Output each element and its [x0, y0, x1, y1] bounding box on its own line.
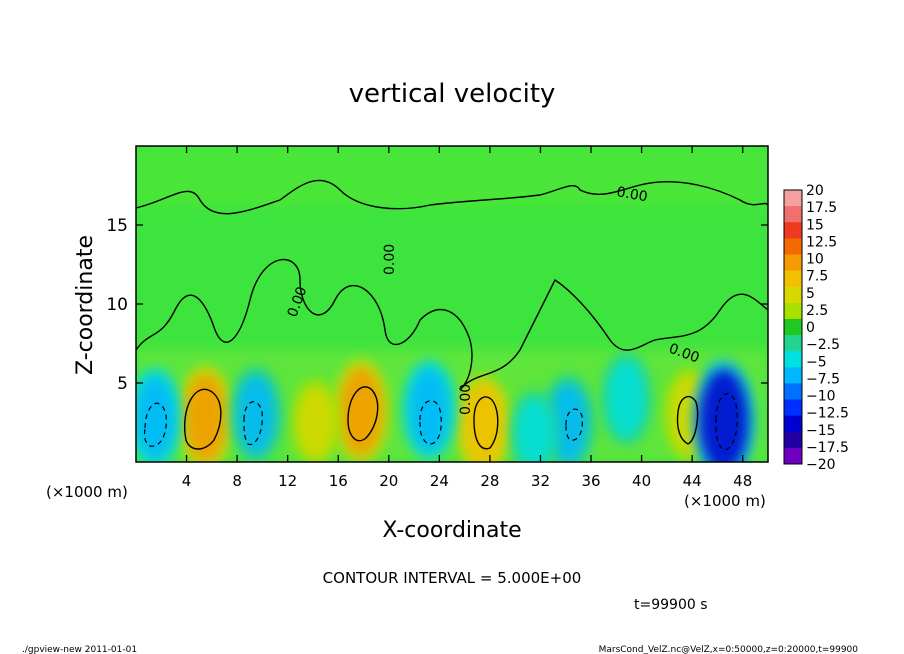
- x-tick-label: 40: [632, 472, 651, 490]
- colorbar-segment: [784, 383, 802, 401]
- x-tick-label: 20: [379, 472, 398, 490]
- x-tick-label: 44: [683, 472, 702, 490]
- colorbar-label: 20: [806, 183, 824, 199]
- contour-label: 0.00: [458, 384, 474, 415]
- velocity-cells: [136, 352, 756, 462]
- colorbar-segment: [784, 335, 802, 352]
- x-tick-label: 4: [182, 472, 192, 490]
- plot-area: 0.00 0.00 0.00 0.00 0.00: [136, 146, 768, 462]
- updraft-cell-core: [339, 367, 383, 455]
- downdraft-cell-core: [515, 397, 553, 462]
- colorbar-segment: [784, 286, 802, 304]
- colorbar-segment: [784, 367, 802, 384]
- updraft-cell-core: [297, 386, 334, 459]
- colorbar-label: −2.5: [806, 337, 840, 353]
- y-tick-label: 5: [117, 374, 128, 394]
- colorbar-label: −12.5: [806, 406, 849, 422]
- colorbar-segment: [784, 302, 802, 320]
- x-tick-label: 8: [232, 472, 242, 490]
- colorbar-segment: [784, 318, 802, 336]
- colorbar: [783, 189, 803, 465]
- colorbar-segment: [784, 431, 802, 449]
- x-axis: 4 8 12 16 20 24 28 32 36 40 44 48: [182, 146, 752, 490]
- colorbar-label: 12.5: [806, 234, 837, 250]
- contour-updraft-4: [676, 395, 699, 445]
- contour-updraft-2: [347, 386, 379, 442]
- contour-downdraft-5: [715, 393, 738, 451]
- x-tick-label: 48: [733, 472, 752, 490]
- x-tick-label: 28: [480, 472, 499, 490]
- downdraft-cell-core: [548, 382, 589, 462]
- footer-left: ./gpview-new 2011-01-01: [22, 645, 137, 654]
- contour-dashed: [143, 393, 738, 451]
- downdraft-cell-core: [408, 367, 451, 452]
- contour-updraft-3: [473, 396, 499, 450]
- colorbar-segment: [784, 415, 802, 433]
- time-text: t=99900 s: [634, 597, 708, 613]
- colorbar-label: −15: [806, 423, 836, 439]
- y-axis: 5 10 15: [106, 216, 768, 394]
- contour-label: 0.00: [382, 244, 398, 275]
- y-axis-label: Z-coordinate: [73, 235, 98, 375]
- colorbar-label: −10: [806, 389, 836, 405]
- x-tick-label: 32: [531, 472, 550, 490]
- colorbar-segment: [784, 351, 802, 368]
- contour-interval-text: CONTOUR INTERVAL = 5.000E+00: [323, 569, 582, 587]
- colorbar-label: −17.5: [806, 440, 849, 456]
- downdraft-cell-core: [136, 375, 176, 460]
- colorbar-label: −5: [806, 354, 827, 370]
- contour-downdraft-4: [565, 408, 583, 441]
- x-tick-label: 24: [430, 472, 449, 490]
- x-tick-label: 12: [278, 472, 297, 490]
- colorbar-label: 2.5: [806, 303, 828, 319]
- colorbar-label: 0: [806, 320, 815, 336]
- downdraft-cell-core: [606, 359, 647, 438]
- contour-lines: [136, 179, 768, 450]
- contour-zero-middle: [136, 258, 768, 391]
- colorbar-label: −20: [806, 457, 836, 473]
- colorbar-label: −7.5: [806, 371, 840, 387]
- contour-label: 0.00: [615, 184, 648, 205]
- colorbar-segment: [784, 222, 802, 239]
- colorbar-segment: [784, 190, 802, 207]
- contour-zero-upper: [136, 179, 768, 215]
- x-unit-right: (×1000 m): [684, 492, 766, 510]
- contour-downdraft-2: [243, 401, 263, 446]
- colorbar-segment: [784, 206, 802, 223]
- contour-downdraft-3: [419, 400, 442, 445]
- x-axis-label: X-coordinate: [382, 518, 521, 543]
- y-tick-label: 10: [106, 295, 128, 315]
- footer-right: MarsCond_VelZ.nc@VelZ,x=0:50000,z=0:2000…: [599, 645, 859, 654]
- chart-title: vertical velocity: [349, 79, 556, 109]
- upper-band: [136, 146, 768, 206]
- colorbar-segment: [784, 270, 802, 288]
- x-tick-label: 36: [581, 472, 600, 490]
- downdraft-cell-core: [699, 369, 749, 462]
- colorbar-label: 10: [806, 252, 824, 268]
- contour-downdraft-1: [143, 402, 167, 447]
- colorbar-segment: [784, 447, 802, 465]
- colorbar-label: 7.5: [806, 269, 828, 285]
- downdraft-cell-core: [235, 374, 277, 456]
- colorbar-segment: [784, 238, 802, 255]
- colorbar-label: 5: [806, 286, 815, 302]
- y-tick-label: 15: [106, 216, 128, 236]
- x-unit-left: (×1000 m): [46, 483, 128, 501]
- colorbar-segment: [784, 254, 802, 272]
- colorbar-label: 17.5: [806, 200, 837, 216]
- contour-updraft-1: [184, 388, 222, 450]
- x-tick-label: 16: [329, 472, 348, 490]
- colorbar-segment: [784, 399, 802, 417]
- colorbar-label: 15: [806, 217, 824, 233]
- colorbar-frame: [783, 189, 803, 465]
